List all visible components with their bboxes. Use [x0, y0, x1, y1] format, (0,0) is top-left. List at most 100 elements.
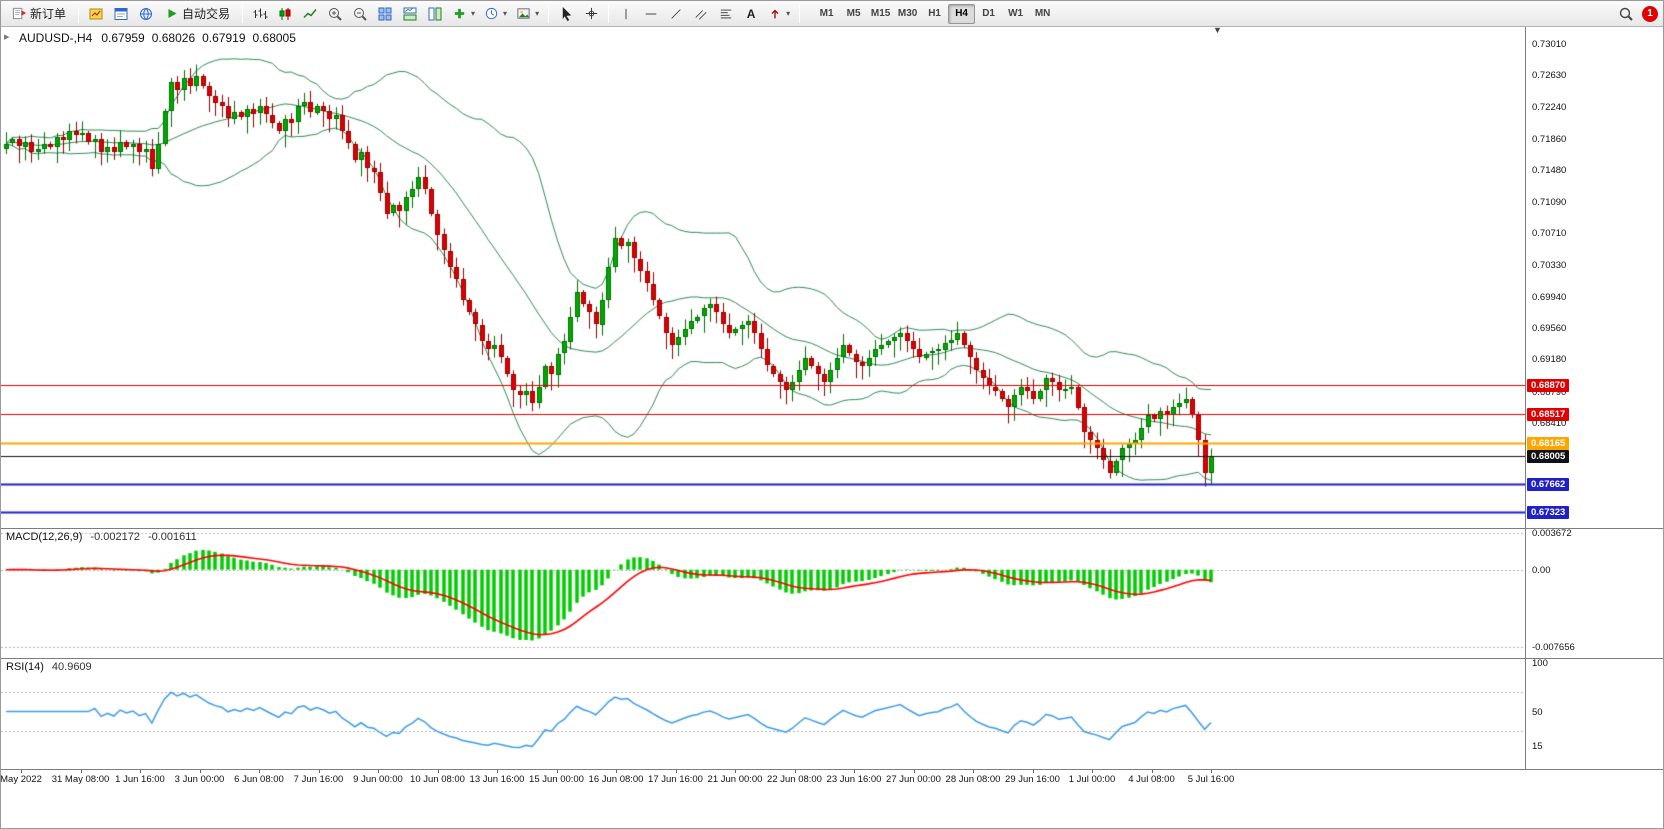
- zoom-in-button[interactable]: [323, 3, 347, 25]
- channel-icon: [694, 7, 708, 21]
- templates-button[interactable]: ▾: [512, 3, 543, 25]
- price-tick: 0.69180: [1532, 354, 1567, 366]
- time-label: 16 Jun 08:00: [588, 774, 644, 785]
- rsi-name: RSI(14): [6, 661, 44, 673]
- time-label: 7 Jun 16:00: [293, 774, 344, 785]
- rsi-panel-separator[interactable]: [1, 658, 1663, 659]
- search-icon: [1618, 6, 1634, 22]
- time-axis[interactable]: May 2022 31 May 08:00 1 Jun 16:00 3 Jun 00:…: [1, 769, 1663, 786]
- data-window-icon: [113, 6, 129, 22]
- timeframe-button-mn[interactable]: MN: [1034, 8, 1051, 19]
- search-button[interactable]: [1614, 3, 1638, 25]
- time-label: 3 Jun 00:00: [174, 774, 225, 785]
- price-tick: 0.70330: [1532, 259, 1567, 271]
- vertical-line-button[interactable]: [614, 3, 638, 25]
- time-label: 5 Jul 16:00: [1187, 774, 1235, 785]
- chevron-down-icon: ▾: [786, 9, 791, 18]
- price-tick: 0.69560: [1532, 323, 1567, 335]
- horizontal-line-icon: [644, 7, 658, 21]
- time-label: 21 Jun 00:00: [707, 774, 763, 785]
- template-image-icon: [516, 6, 531, 21]
- timeframe-button-m5[interactable]: M5: [846, 8, 861, 19]
- price-chart-canvas[interactable]: [1, 27, 1525, 769]
- time-label: 1 Jun 16:00: [115, 774, 165, 785]
- price-level-badge: 0.68005: [1527, 450, 1570, 464]
- macd-axis-label: 0.003672: [1532, 527, 1572, 539]
- timeframe-button-m1[interactable]: M1: [819, 8, 834, 19]
- text-tool-icon: A: [746, 6, 756, 21]
- tile-horizontal-button[interactable]: [398, 3, 422, 25]
- one-click-trading-toggle[interactable]: ▸: [4, 31, 10, 43]
- time-tick: [21, 770, 22, 773]
- indicators-button[interactable]: ▾: [448, 3, 479, 25]
- macd-label: MACD(12,26,9) -0.002172 -0.001611: [6, 531, 197, 543]
- trendline-button[interactable]: [664, 3, 688, 25]
- timeframe-button-w1[interactable]: W1: [1008, 8, 1024, 19]
- quote-open: 0.67959: [101, 31, 145, 45]
- time-tick: [259, 770, 260, 773]
- notification-badge[interactable]: 1: [1642, 5, 1658, 22]
- time-label: 15 Jun 00:00: [529, 774, 584, 785]
- main-toolbar: 新订单 自动交易 ▾ ▾ ▾ A ▾ M1 M5 M15 M30 H1 H4: [1, 1, 1663, 27]
- time-label: 6 Jun 08:00: [234, 774, 284, 785]
- price-tick: 0.72630: [1532, 70, 1567, 82]
- time-tick: [735, 770, 736, 773]
- text-tool-button[interactable]: A: [739, 3, 763, 25]
- arrange-windows-button[interactable]: [373, 3, 397, 25]
- quote-low: 0.67919: [202, 31, 246, 45]
- macd-panel-separator[interactable]: [1, 528, 1663, 529]
- timeframe-button-m30[interactable]: M30: [897, 8, 918, 19]
- time-tick: [913, 770, 915, 773]
- navigator-button[interactable]: [134, 3, 158, 25]
- time-tick: [973, 770, 974, 773]
- new-order-button[interactable]: 新订单: [5, 3, 73, 25]
- price-level-badge: 0.67662: [1527, 478, 1570, 492]
- new-order-label: 新订单: [30, 7, 67, 21]
- price-tick: 0.69940: [1532, 291, 1567, 303]
- horizontal-line-button[interactable]: [639, 3, 663, 25]
- periods-button[interactable]: ▾: [480, 3, 511, 25]
- zoom-in-icon: [327, 6, 343, 22]
- toolbar-separator: [608, 4, 610, 23]
- data-window-button[interactable]: [109, 3, 133, 25]
- time-tick: [1211, 770, 1212, 773]
- price-axis[interactable]: 0.73010 0.72630 0.72240 0.71860 0.71480 0.710…: [1525, 27, 1663, 769]
- time-tick: [318, 770, 320, 773]
- time-tick: [854, 770, 855, 773]
- crosshair-button[interactable]: [579, 3, 603, 25]
- time-tick: [140, 770, 141, 773]
- autotrading-label: 自动交易: [182, 7, 231, 21]
- chart-region: ▸ AUDUSD-,H4 0.67959 0.68026 0.67919 0.6…: [1, 25, 1663, 786]
- globe-icon: [138, 6, 154, 22]
- line-chart-button[interactable]: [298, 3, 322, 25]
- market-watch-button[interactable]: [84, 3, 108, 25]
- price-tick: 0.68410: [1532, 417, 1567, 429]
- timeframe-button-h1[interactable]: H1: [928, 8, 941, 19]
- timeframe-button-m15[interactable]: M15: [870, 8, 891, 19]
- chart-title: AUDUSD-,H4 0.67959 0.68026 0.67919 0.680…: [19, 31, 296, 45]
- timeframe-button-d1[interactable]: D1: [982, 8, 995, 19]
- price-level-badge: 0.67323: [1527, 506, 1570, 520]
- channel-button[interactable]: [689, 3, 713, 25]
- tile-vertical-button[interactable]: [423, 3, 447, 25]
- timeframe-button-h4[interactable]: H4: [948, 3, 976, 24]
- fibonacci-button[interactable]: [714, 3, 738, 25]
- vertical-line-icon: [619, 7, 633, 21]
- price-tick: 0.73010: [1532, 38, 1567, 50]
- time-tick: [80, 770, 82, 773]
- candlestick-button[interactable]: [273, 3, 297, 25]
- zoom-out-button[interactable]: [348, 3, 372, 25]
- time-tick: [675, 770, 677, 773]
- chevron-down-icon: ▾: [535, 9, 540, 18]
- autotrading-button[interactable]: 自动交易: [159, 3, 237, 25]
- time-tick: [199, 770, 201, 773]
- arrows-tool-button[interactable]: ▾: [764, 3, 794, 25]
- macd-name: MACD(12,26,9): [6, 531, 83, 543]
- cursor-button[interactable]: [554, 3, 578, 25]
- new-order-icon: [12, 6, 27, 21]
- bar-chart-button[interactable]: [248, 3, 272, 25]
- window-bottom-area: [1, 786, 1663, 828]
- chart-shift-marker[interactable]: ▼: [1213, 25, 1222, 35]
- price-tick: 0.72240: [1532, 102, 1567, 114]
- time-label: 29 Jun 16:00: [1005, 774, 1060, 785]
